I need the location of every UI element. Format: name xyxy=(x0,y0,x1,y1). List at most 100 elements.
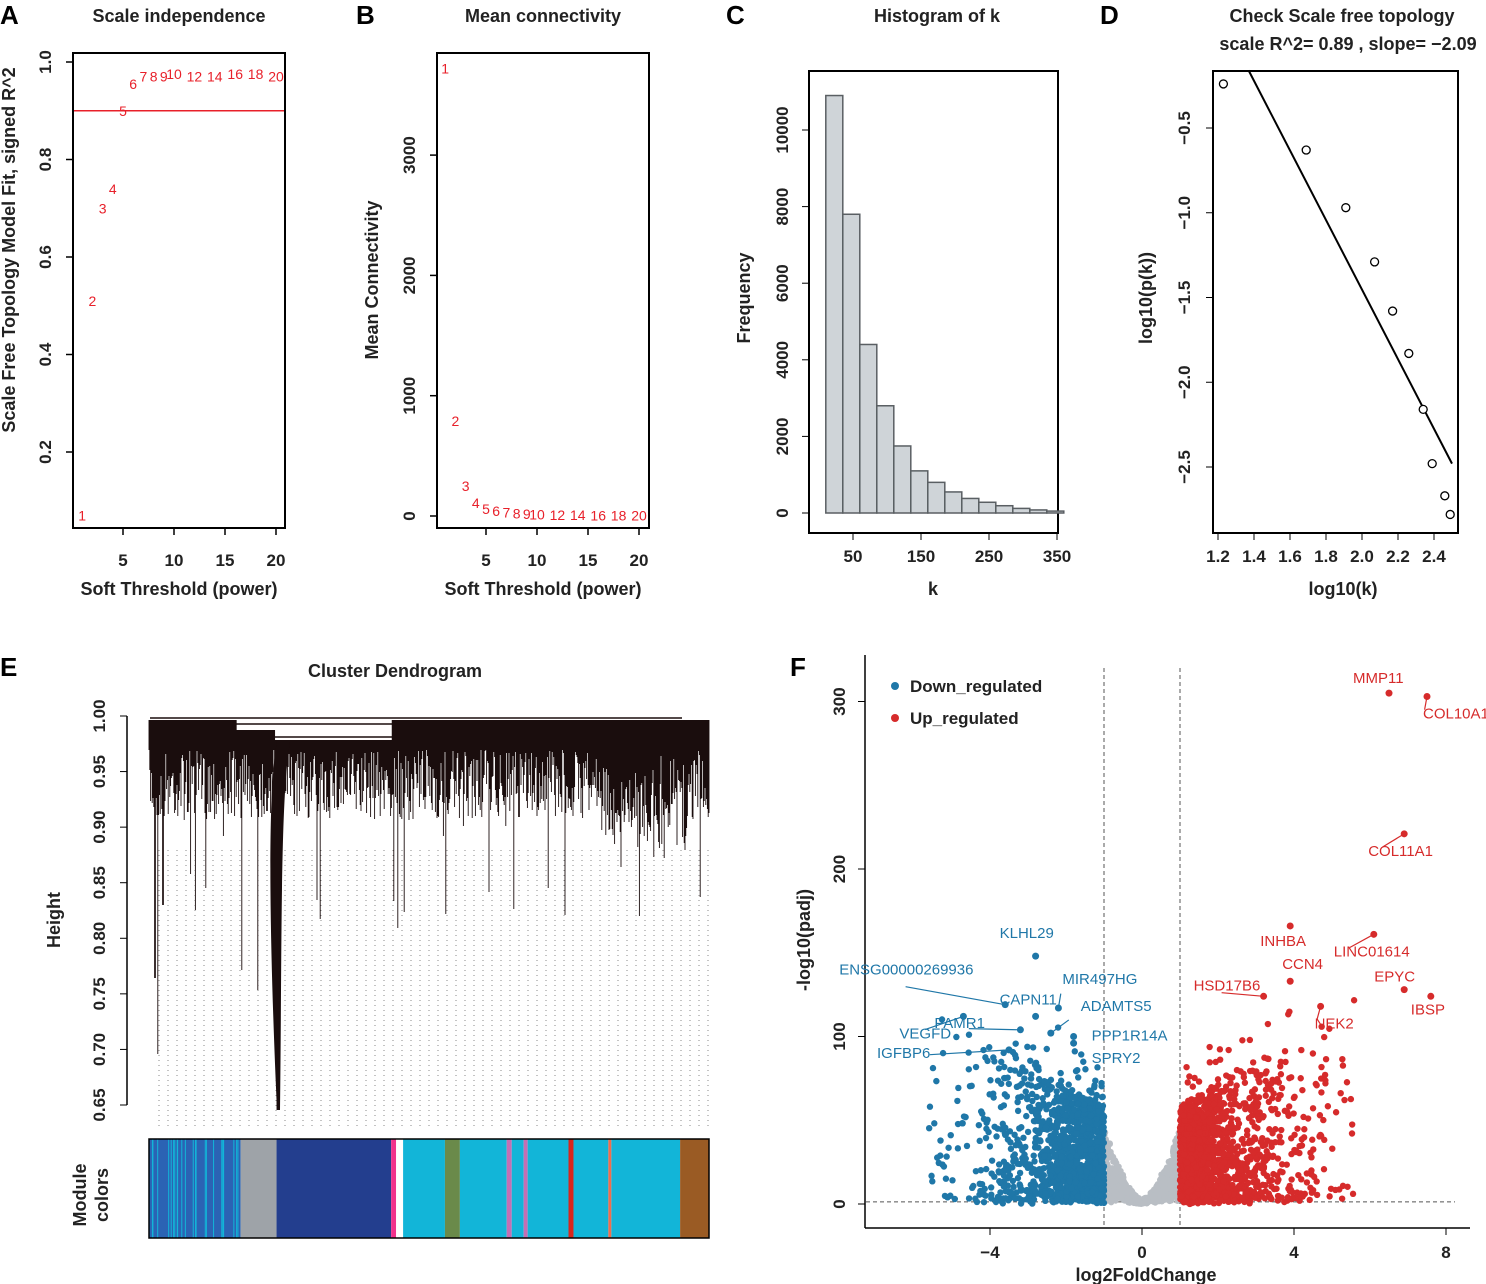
down-point xyxy=(1043,1106,1050,1113)
up-point xyxy=(1347,1095,1355,1103)
down-point xyxy=(1072,1178,1080,1186)
down-point xyxy=(1022,1088,1029,1095)
down-point xyxy=(1047,1076,1055,1084)
up-point xyxy=(1349,1190,1357,1198)
data-point xyxy=(1418,404,1428,415)
histogram-bar xyxy=(1029,509,1048,514)
up-point xyxy=(1278,1084,1286,1092)
up-point xyxy=(1283,1161,1290,1168)
histogram-bar xyxy=(1046,510,1065,514)
up-point xyxy=(1277,1063,1284,1070)
down-point xyxy=(1005,1080,1013,1088)
down-point xyxy=(1058,1184,1065,1191)
down-point xyxy=(1066,1178,1073,1185)
y-tick-label: 0.75 xyxy=(90,977,109,1010)
down-point xyxy=(1063,1105,1071,1112)
ns-point xyxy=(1167,1157,1174,1164)
up-point xyxy=(1257,1138,1265,1146)
up-point xyxy=(1297,1075,1304,1082)
up-point xyxy=(1212,1058,1219,1066)
y-tick-label: −1.5 xyxy=(1175,281,1194,315)
down-point xyxy=(1010,1158,1017,1165)
down-point xyxy=(1039,1118,1047,1125)
up-point xyxy=(1239,1037,1246,1044)
plot-frame xyxy=(436,52,650,529)
gene-label: MMP11 xyxy=(1353,670,1404,687)
down-point xyxy=(1074,1100,1082,1108)
data-point xyxy=(1427,458,1437,469)
module-color-segment xyxy=(240,1139,277,1238)
x-tick-label: 2.4 xyxy=(1422,547,1446,566)
histogram-bar xyxy=(859,343,878,514)
power-point-label: 12 xyxy=(550,507,566,523)
up-point xyxy=(1243,1127,1251,1134)
histogram-bar xyxy=(944,491,963,514)
ns-point xyxy=(1118,1178,1125,1185)
down-point xyxy=(1091,1082,1098,1089)
legend-marker xyxy=(891,714,899,722)
y-tick-label: −2.0 xyxy=(1175,365,1194,399)
module-color-segment xyxy=(523,1139,528,1238)
up-point xyxy=(1316,1112,1324,1119)
power-point-label: 18 xyxy=(248,66,264,82)
down-point xyxy=(1003,1161,1010,1169)
up-point xyxy=(1229,1074,1236,1081)
labeled-gene-point xyxy=(1032,1012,1040,1020)
histogram-bar xyxy=(1012,507,1031,514)
down-point xyxy=(968,1082,975,1090)
up-point xyxy=(1289,1194,1296,1202)
up-point xyxy=(1307,1184,1314,1191)
ns-point xyxy=(1124,1195,1131,1202)
up-point xyxy=(1217,1140,1224,1147)
up-point xyxy=(1208,1092,1215,1099)
panel-label-c: C xyxy=(726,0,745,30)
data-point xyxy=(1387,306,1398,316)
down-point xyxy=(1063,1193,1070,1200)
up-point xyxy=(1291,1093,1298,1100)
x-axis-label: Soft Threshold (power) xyxy=(81,579,278,599)
down-point xyxy=(1074,1074,1082,1081)
down-point xyxy=(1007,1066,1014,1074)
up-point xyxy=(1229,1131,1236,1138)
power-point-label: 4 xyxy=(472,495,480,511)
down-point xyxy=(1074,1111,1081,1119)
down-point xyxy=(1095,1164,1103,1172)
up-point xyxy=(1303,1170,1311,1177)
down-point xyxy=(1053,1088,1060,1095)
down-point xyxy=(975,1121,983,1129)
down-point xyxy=(1000,1172,1008,1179)
down-point xyxy=(1024,1164,1032,1172)
x-tick-label: 2.0 xyxy=(1350,547,1374,566)
up-point xyxy=(1324,1103,1332,1110)
up-point xyxy=(1236,1175,1243,1183)
up-point xyxy=(1337,1089,1344,1097)
color-bar-label: Module xyxy=(70,1164,90,1227)
up-point xyxy=(1296,1142,1303,1150)
up-point xyxy=(1284,1194,1292,1201)
ns-point xyxy=(1154,1183,1161,1190)
up-point xyxy=(1192,1164,1200,1171)
up-point xyxy=(1214,1177,1221,1185)
down-point xyxy=(953,1033,960,1041)
up-point xyxy=(1182,1131,1190,1138)
power-point-label: 20 xyxy=(631,507,647,523)
x-tick-label: 250 xyxy=(975,547,1003,566)
up-point xyxy=(1318,1023,1325,1030)
up-point xyxy=(1286,1074,1293,1082)
gene-label: ENSG00000269936 xyxy=(839,962,973,979)
ns-point xyxy=(1118,1186,1125,1193)
down-point xyxy=(1047,1132,1054,1140)
down-point xyxy=(945,1144,952,1151)
down-point xyxy=(934,1154,941,1161)
labeled-gene-point xyxy=(1032,952,1040,960)
down-point xyxy=(1092,1077,1099,1084)
down-point xyxy=(1059,1117,1066,1124)
down-point xyxy=(1068,1184,1075,1192)
up-point xyxy=(1205,1146,1213,1153)
down-point xyxy=(977,1187,984,1195)
down-point xyxy=(1065,1081,1072,1088)
down-point xyxy=(987,1184,995,1191)
dendrogram-leaves xyxy=(148,720,710,1110)
up-point xyxy=(1322,1077,1329,1084)
down-point xyxy=(1078,1173,1085,1180)
